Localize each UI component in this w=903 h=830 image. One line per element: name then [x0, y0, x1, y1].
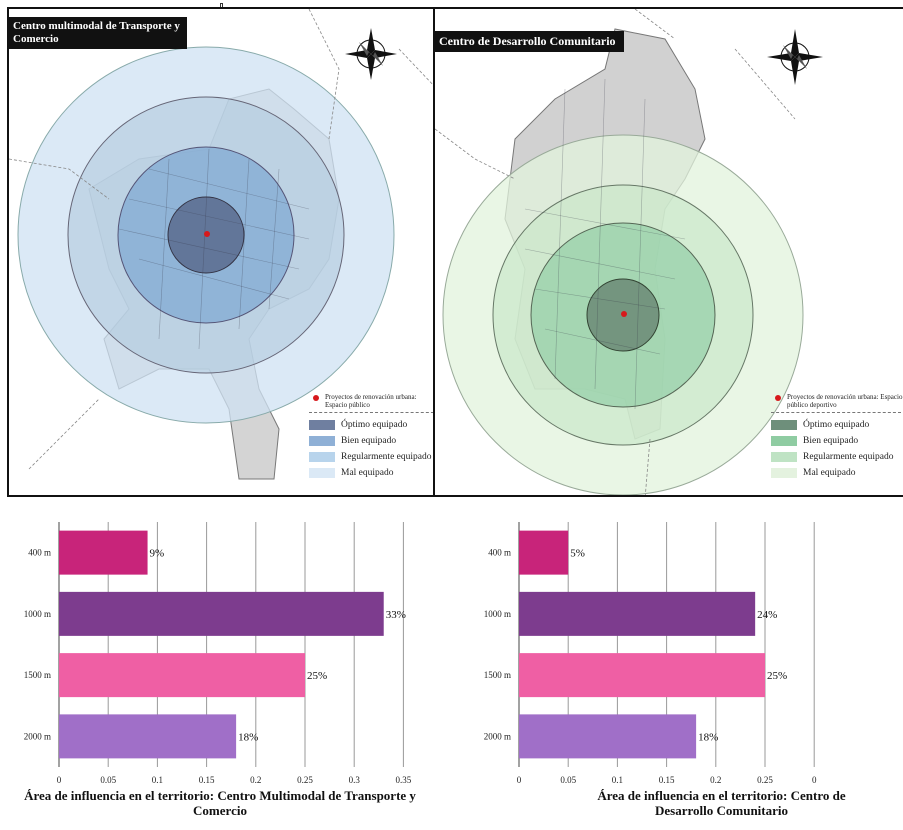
x-tick-label: 0.05: [100, 775, 116, 785]
map-legend: Proyectos de renovación urbana: Espacio …: [771, 393, 903, 481]
data-label: 5%: [570, 548, 585, 560]
y-tick-label: 1000 m: [24, 609, 51, 619]
legend-swatch: [771, 452, 797, 462]
legend-separator: [309, 412, 433, 413]
x-tick-label: 0: [57, 775, 62, 785]
chart-svg: 0 0.05 0.1 0.15 0.2 0.25 0.3 0.35 400 m 9% 1000 m 3…: [24, 522, 412, 785]
chart-svg: 0 0.05 0.1 0.15 0.2 0.25 0 400 m 5% 1000 m 24% 1500…: [484, 522, 817, 785]
legend-item: Mal equipado: [309, 465, 433, 481]
data-label: 24%: [757, 609, 777, 621]
legend-label: Óptimo equipado: [803, 420, 870, 430]
bar-chart-community: 0 0.05 0.1 0.15 0.2 0.25 0 400 m 5% 1000 m 24% 1500…: [460, 510, 903, 830]
legend-project-label: Proyectos de renovación urbana: Espacio …: [787, 393, 903, 409]
bar: [59, 530, 148, 575]
data-label: 25%: [307, 670, 327, 682]
data-label: 33%: [386, 609, 406, 621]
x-tick-label: 0.05: [560, 775, 576, 785]
x-tick-label: 0.2: [250, 775, 261, 785]
legend-swatch: [309, 420, 335, 430]
compass-icon: [345, 28, 397, 80]
x-tick-label: 0.25: [297, 775, 313, 785]
legend-label: Regularmente equipado: [803, 452, 894, 462]
x-tick-label: 0.25: [757, 775, 773, 785]
data-label: 18%: [698, 731, 718, 743]
legend-label: Bien equipado: [341, 436, 397, 446]
y-tick-label: 1500 m: [24, 670, 51, 680]
y-tick-label: 400 m: [28, 548, 51, 558]
legend-item: Bien equipado: [309, 433, 433, 449]
chart-title: Área de influencia en el territorio: Cen…: [24, 788, 416, 818]
map-legend: Proyectos de renovación urbana: Espacio …: [309, 393, 433, 481]
data-label: 18%: [238, 731, 258, 743]
legend-project: Proyectos de renovación urbana: Espacio …: [771, 393, 903, 409]
legend-item: Bien equipado: [771, 433, 903, 449]
legend-item: Óptimo equipado: [309, 417, 433, 433]
bar: [519, 653, 765, 698]
bar: [59, 591, 384, 636]
legend-project-label: Proyectos de renovación urbana: Espacio …: [325, 393, 417, 409]
roads: [435, 9, 796, 495]
x-tick-label: 0.15: [199, 775, 215, 785]
y-tick-label: 2000 m: [484, 731, 511, 741]
legend-swatch: [771, 436, 797, 446]
map-community: [435, 9, 823, 495]
street-grid: [524, 78, 686, 410]
bar: [519, 591, 756, 636]
legend-items: Óptimo equipado Bien equipado Regularmente…: [309, 417, 433, 481]
project-dot-icon: [313, 395, 319, 401]
bar: [519, 530, 569, 575]
map-panel-transport: Centro multimodal de Transporte y Comerc…: [7, 7, 435, 497]
map-title: Centro multimodal de Transporte y Comerc…: [9, 17, 187, 49]
legend-swatch: [309, 468, 335, 478]
x-tick-label: 0.15: [659, 775, 675, 785]
legend-item: Regularmente equipado: [309, 449, 433, 465]
legend-label: Mal equipado: [341, 468, 394, 478]
legend-label: Óptimo equipado: [341, 420, 408, 430]
x-tick-label: 0: [517, 775, 522, 785]
legend-swatch: [309, 436, 335, 446]
y-tick-label: 1500 m: [484, 670, 511, 680]
legend-item: Óptimo equipado: [771, 417, 903, 433]
y-tick-label: 400 m: [488, 548, 511, 558]
x-tick-label: 0.35: [396, 775, 412, 785]
x-tick-label: 0.3: [349, 775, 361, 785]
map-panel-community: Centro de Desarrollo Comunitario Proyect…: [433, 7, 903, 497]
y-tick-label: 2000 m: [24, 731, 51, 741]
legend-item: Mal equipado: [771, 465, 903, 481]
map-title: Centro de Desarrollo Comunitario: [435, 31, 624, 52]
legend-label: Mal equipado: [803, 468, 856, 478]
bar: [519, 714, 697, 759]
x-tick-label: 0.1: [152, 775, 163, 785]
legend-items: Óptimo equipado Bien equipado Regularmente…: [771, 417, 903, 481]
legend-swatch: [771, 468, 797, 478]
project-dot-icon: [775, 395, 781, 401]
legend-label: Regularmente equipado: [341, 452, 432, 462]
chart-title: Área de influencia en el territorio: Cen…: [597, 788, 846, 818]
y-tick-label: 1000 m: [484, 609, 511, 619]
compass-icon: [767, 29, 823, 85]
legend-label: Bien equipado: [803, 436, 859, 446]
map-transport: [9, 9, 433, 480]
street-grid: [118, 148, 310, 350]
legend-project: Proyectos de renovación urbana: Espacio …: [309, 393, 433, 409]
bar: [59, 714, 237, 759]
project-marker: [621, 311, 627, 317]
legend-item: Regularmente equipado: [771, 449, 903, 465]
legend-separator: [771, 412, 901, 413]
data-label: 25%: [767, 670, 787, 682]
roads: [9, 9, 433, 470]
bar: [59, 653, 305, 698]
legend-swatch: [309, 452, 335, 462]
x-tick-label: 0: [812, 775, 817, 785]
legend-swatch: [771, 420, 797, 430]
bar-chart-transport: 0 0.05 0.1 0.15 0.2 0.25 0.3 0.35 400 m 9% 1000 m 3…: [0, 510, 440, 830]
project-marker: [204, 231, 210, 237]
x-tick-label: 0.1: [612, 775, 623, 785]
data-label: 9%: [150, 548, 165, 560]
x-tick-label: 0.2: [710, 775, 721, 785]
